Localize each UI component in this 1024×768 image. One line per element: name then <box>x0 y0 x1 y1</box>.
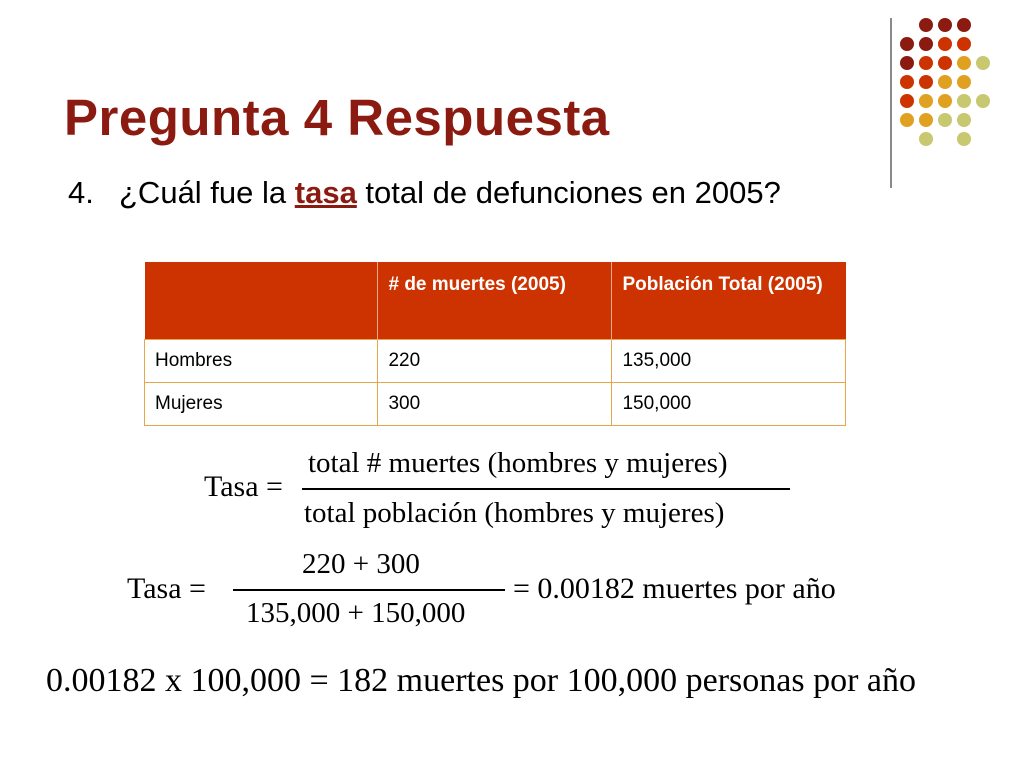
slide-title: Pregunta 4 Respuesta <box>64 89 610 146</box>
table-header-cell: Población Total (2005) <box>611 262 846 340</box>
data-table: # de muertes (2005) Población Total (200… <box>143 262 846 426</box>
table-cell-label: Hombres <box>143 339 379 383</box>
decorative-dot <box>919 94 933 108</box>
decorative-dot <box>957 132 971 146</box>
table-header-row: # de muertes (2005) Población Total (200… <box>144 262 846 340</box>
table-cell: 220 <box>377 339 613 383</box>
decorative-dot <box>976 94 990 108</box>
formula1-fraction-bar <box>302 488 790 490</box>
decorative-dot <box>957 75 971 89</box>
decorative-dot-grid <box>0 0 1024 200</box>
decorative-dot <box>919 132 933 146</box>
decorative-dot <box>919 113 933 127</box>
table-row: Mujeres 300 150,000 <box>143 382 846 426</box>
formula1-numerator: total # muertes (hombres y mujeres) <box>308 447 728 479</box>
table-row: Hombres 220 135,000 <box>143 339 846 383</box>
decorative-dot <box>919 56 933 70</box>
decorative-dot <box>900 113 914 127</box>
table-header-cell <box>144 262 379 340</box>
decorative-dot <box>938 37 952 51</box>
decorative-dot <box>919 75 933 89</box>
table-cell-label: Mujeres <box>143 382 379 426</box>
decorative-dot <box>976 56 990 70</box>
table-cell: 150,000 <box>611 382 846 426</box>
formula1-denominator: total población (hombres y mujeres) <box>304 497 725 529</box>
formula2-result: = 0.00182 muertes por año <box>513 572 836 605</box>
formula2-numerator: 220 + 300 <box>302 548 420 580</box>
decorative-dot <box>919 37 933 51</box>
decorative-dot <box>938 94 952 108</box>
decorative-dot <box>957 94 971 108</box>
formula3: 0.00182 x 100,000 = 182 muertes por 100,… <box>46 662 917 699</box>
divider-line <box>890 18 892 188</box>
decorative-dot <box>938 113 952 127</box>
decorative-dot <box>900 56 914 70</box>
decorative-dot <box>900 37 914 51</box>
table-cell: 135,000 <box>611 339 846 383</box>
decorative-dot <box>900 94 914 108</box>
question-number: 4. <box>68 175 94 210</box>
decorative-dot <box>957 56 971 70</box>
decorative-dot <box>900 75 914 89</box>
decorative-dot <box>938 56 952 70</box>
question-text: ¿Cuál fue la tasa total de defunciones e… <box>119 172 859 214</box>
question-text-end: total de defunciones en 2005? <box>356 175 781 210</box>
decorative-dot <box>919 18 933 32</box>
question-keyword: tasa <box>294 175 357 210</box>
formula2-fraction-bar <box>233 589 505 591</box>
formula1-lhs: Tasa = <box>204 470 283 503</box>
table-cell: 300 <box>377 382 613 426</box>
decorative-dot <box>957 113 971 127</box>
decorative-dot <box>957 18 971 32</box>
decorative-dot <box>938 18 952 32</box>
question-text-start: ¿Cuál fue la <box>119 175 295 210</box>
decorative-dot <box>938 75 952 89</box>
formula2-denominator: 135,000 + 150,000 <box>246 597 466 629</box>
table-header-cell: # de muertes (2005) <box>377 262 613 340</box>
decorative-dot <box>957 37 971 51</box>
formula2-lhs: Tasa = <box>127 572 206 605</box>
